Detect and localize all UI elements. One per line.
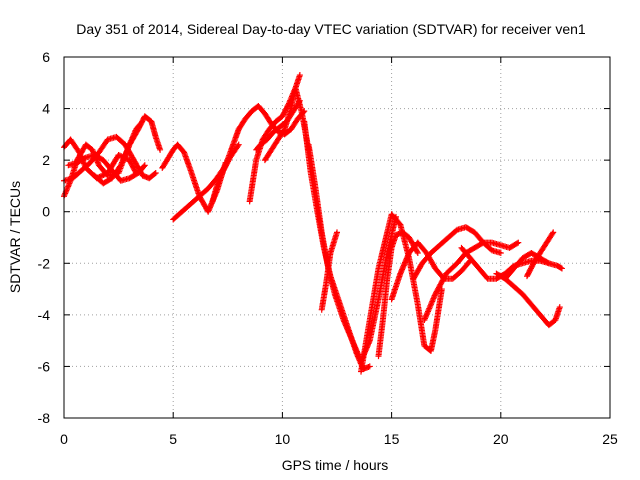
series-arc-5 [65, 151, 148, 184]
grid [64, 57, 610, 418]
y-tick-label: 4 [42, 101, 50, 117]
x-axis-label: GPS time / hours [282, 457, 389, 473]
y-tick-label: 6 [42, 49, 50, 65]
y-tick-label: -6 [38, 358, 51, 374]
series-arc-23 [502, 249, 565, 282]
plus-markers [524, 229, 557, 280]
y-tick-label: -8 [38, 410, 51, 426]
plus-markers [65, 151, 148, 184]
plot-frame [63, 56, 611, 419]
x-tick-label: 10 [275, 431, 291, 447]
plus-markers [246, 84, 312, 205]
x-tick-label: 25 [602, 431, 618, 447]
y-tick-label: -4 [38, 307, 51, 323]
x-tick-label: 0 [60, 431, 68, 447]
series-arc-15 [318, 229, 340, 313]
chart-title: Day 351 of 2014, Sidereal Day-to-day VTE… [76, 21, 586, 37]
series-arc-17 [375, 229, 421, 360]
y-tick-label: -2 [38, 255, 51, 271]
data-marks [61, 72, 565, 375]
x-tick-label: 20 [493, 431, 509, 447]
y-tick-label: 2 [42, 152, 50, 168]
plus-markers [502, 249, 565, 282]
plus-markers [375, 229, 421, 360]
y-tick-label: 0 [42, 204, 50, 220]
plus-markers [209, 141, 242, 205]
series-arc-19 [410, 224, 504, 282]
x-tick-label: 5 [169, 431, 177, 447]
plus-markers [261, 72, 303, 164]
series-arc-10 [246, 84, 312, 205]
x-tick-label: 15 [384, 431, 400, 447]
series-arc-24 [524, 229, 557, 280]
plus-markers [410, 224, 504, 282]
plus-markers [318, 229, 340, 313]
series-arc-12 [261, 72, 303, 164]
y-axis-label: SDTVAR / TECUs [7, 181, 23, 293]
series-arc-8 [209, 141, 242, 205]
